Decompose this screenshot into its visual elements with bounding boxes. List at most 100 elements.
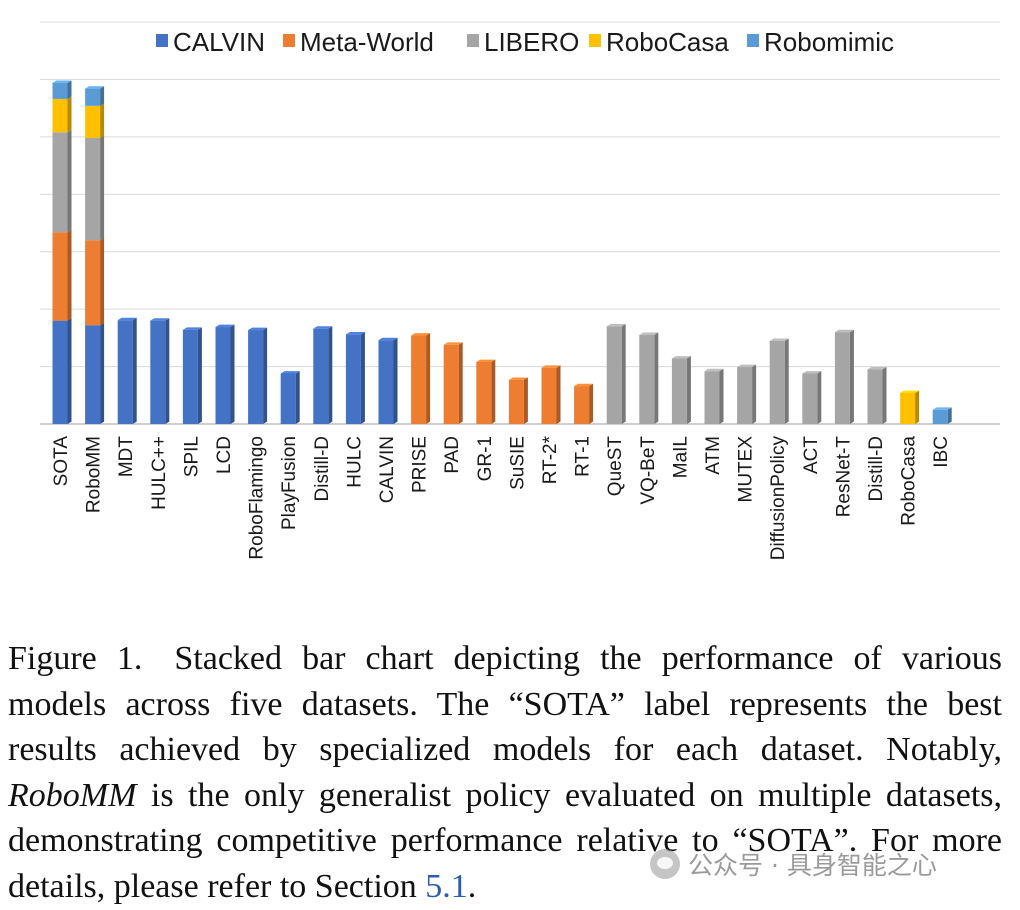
bar-stack-diffusionpolicy-22 [769,338,789,424]
bar-top-rt-2-15 [541,365,561,368]
bar-hulc-calvin [150,320,166,424]
caption-text-part2: is the only generalist policy evaluated … [8,776,1003,905]
bar-robomm-robocasa [85,105,101,139]
bar-side-rt-1-meta-world [589,383,594,424]
bar-atm-libero [704,371,720,424]
bar-robomm-calvin [85,325,101,424]
bar-stack-distill-d-8 [313,326,333,424]
caption-model-name: RoboMM [8,776,137,814]
x-tick-label-hulc: HULC [344,436,365,488]
chart-legend: CALVIN Meta-World LIBERO RoboCasa Robomimic [156,27,894,57]
bar-side-roboflamingo-calvin [263,327,268,424]
bar-sota-robomimic [52,82,68,99]
bar-roboflamingo-calvin [248,330,264,424]
x-tick-label-prise: PRISE [410,436,431,493]
bar-side-robomm-robomimic [100,86,105,106]
bar-side-robomm-meta-world [100,237,105,326]
legend-label-meta-world: Meta-World [300,27,434,57]
section-link[interactable]: 5.1 [425,867,468,905]
bar-top-prise-11 [411,333,431,336]
x-tick-label-pad: PAD [442,436,463,474]
bar-side-sota-calvin [67,318,72,424]
legend-item-calvin: CALVIN [156,27,265,57]
bar-mail-libero [671,358,687,424]
x-tick-label-calvin: CALVIN [377,436,398,503]
bar-top-atm-20 [704,368,724,372]
bar-stack-quest-17 [606,323,626,424]
legend-swatch-robomimic [747,34,759,47]
bar-robomm-libero [85,138,101,241]
bar-side-prise-meta-world [426,333,431,424]
bar-mdt-calvin [117,320,133,424]
legend-item-meta-world: Meta-World [283,27,434,57]
bar-top-robocasa-26 [900,390,920,393]
bar-pad-meta-world [443,344,459,424]
bar-stack-atm-20 [704,368,724,424]
watermark-text: 公众号 · 具身智能之心 [688,851,937,880]
bar-top-playfusion-7 [280,371,300,374]
bar-stack-lcd-5 [215,324,235,424]
bar-side-sota-libero [67,129,72,233]
x-tick-label-hulc: HULC++ [149,436,170,510]
legend-swatch-calvin [156,34,168,47]
x-tick-label-playfusion: PlayFusion [279,436,300,530]
bar-top-ibc-27 [932,407,952,410]
bar-rt-2-meta-world [541,367,557,424]
x-tick-label-mutex: MUTEX [736,436,757,503]
bar-stack-spil-4 [182,327,202,424]
bar-distill-d-libero [867,369,883,424]
x-tick-label-act: ACT [801,436,822,474]
bar-top-gr-1-13 [476,359,496,362]
bar-stack-resnet-t-24 [834,329,854,424]
caption-end: . [467,867,477,905]
bar-side-pad-meta-world [458,342,463,424]
bar-resnet-t-libero [834,332,850,424]
x-tick-label-lcd: LCD [214,436,235,474]
bar-stack-pad-12 [443,342,463,424]
x-tick-label-distill-d: Distill-D [312,436,333,501]
bar-top-pad-12 [443,342,463,345]
bar-playfusion-calvin [280,373,296,424]
x-tick-label-quest: QueST [605,436,626,497]
bar-side-lcd-calvin [230,324,235,424]
bar-side-gr-1-meta-world [491,359,496,424]
bar-side-atm-libero [719,368,724,424]
bar-side-playfusion-calvin [295,371,300,424]
bar-top-vq-bet-18 [639,332,659,335]
bar-stack-rt-2-15 [541,365,561,424]
bar-stack-playfusion-7 [280,371,300,424]
legend-item-robomimic: Robomimic [747,27,894,57]
legend-item-libero: LIBERO [467,27,579,57]
x-tick-label-roboflamingo: RoboFlamingo [247,436,268,560]
bar-top-hulc-3 [150,318,170,321]
bar-side-mutex-libero [752,364,757,424]
bar-stack-prise-11 [411,333,431,424]
bar-top-mdt-2 [117,317,137,321]
bar-top-spil-4 [182,327,202,330]
x-tick-labels: SOTA RoboMM MDT HULC++ SPIL LCD RoboFlamingo Pl… [51,435,952,560]
bar-stack-calvin-10 [378,337,398,424]
bar-hulc-calvin [345,334,361,424]
x-tick-label-distill-d: Distill-D [866,436,887,501]
bar-stack-act-23 [802,371,822,424]
chart-bars [52,80,952,424]
bar-side-mdt-calvin [132,317,137,424]
bar-act-libero [802,373,818,424]
bar-side-susie-meta-world [523,377,528,424]
legend-label-calvin: CALVIN [173,27,265,57]
bar-top-roboflamingo-6 [248,327,268,331]
bar-top-rt-1-16 [574,383,594,387]
legend-label-robomimic: Robomimic [764,27,894,57]
bar-stack-susie-14 [508,377,528,424]
bar-ibc-robomimic [932,409,948,424]
bar-mutex-libero [737,367,753,424]
legend-swatch-libero [467,34,479,47]
figure-label: Figure 1. [8,640,143,677]
bar-side-distill-d-libero [882,366,887,424]
bar-side-act-libero [817,371,822,424]
bar-side-spil-calvin [197,327,202,424]
bar-side-resnet-t-libero [849,329,854,424]
bar-top-distill-d-25 [867,366,887,370]
x-tick-label-robomm: RoboMM [84,436,105,513]
bar-diffusionpolicy-libero [769,340,785,424]
